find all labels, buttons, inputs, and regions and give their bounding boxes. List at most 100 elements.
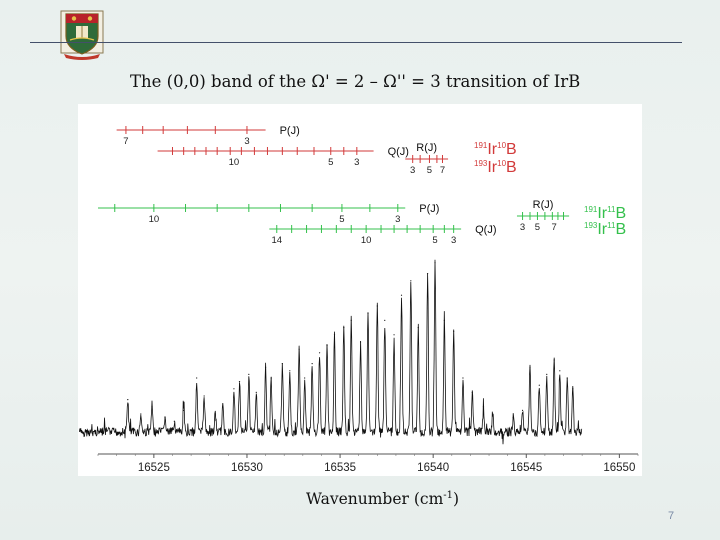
spectrum-peak (572, 388, 574, 390)
ladder-branch-label: P(J) (280, 125, 300, 137)
spectrum-peak (367, 312, 369, 314)
x-tick-label: 16545 (510, 462, 542, 474)
ladder-j-label: 3 (410, 165, 415, 176)
ladder-j-label: 10 (361, 235, 372, 246)
ladder-j-label: 5 (432, 235, 437, 246)
legend-isotope-part: 11 (607, 221, 616, 230)
x-axis-label-exponent: -1 (443, 490, 454, 501)
spectrum-peak (521, 409, 524, 411)
spectrum-peak (248, 373, 250, 375)
spectrum-peak (512, 417, 514, 419)
spectrum-peak (222, 406, 224, 408)
legend-isotope-label: 193Ir11B (584, 221, 626, 238)
ladder-j-label: 7 (123, 136, 128, 147)
spectrum-peak (376, 305, 378, 307)
spectrum-peak (350, 319, 352, 321)
ladder-branch-label: Q(J) (388, 146, 409, 158)
spectrum-peak (384, 319, 386, 321)
spectrum-peak (233, 388, 235, 390)
ladder-j-label: 5 (339, 214, 344, 225)
spectrum-peak (426, 273, 429, 275)
ladder-j-label: 3 (395, 214, 400, 225)
spectrum-peak (304, 377, 306, 379)
spectrum-peak (434, 262, 436, 264)
x-axis-label-text: Wavenumber (cm (306, 490, 444, 509)
spectrum-peak (151, 406, 153, 408)
spectrum-chart: 7 3P(J)10 5 3Q(J)3 5 7R(J)10 5 3P(J)14 10 5 3Q(J) 3… (78, 104, 642, 476)
spectrum-peak (289, 370, 291, 372)
spectrum-peak (546, 373, 548, 375)
ladder-branch-label: Q(J) (475, 224, 496, 236)
spectrum-peak (333, 334, 336, 336)
x-axis: 16525 16530 16535 16540 16545 16550 (97, 453, 639, 474)
legend-isotope-part: B (506, 159, 517, 176)
spectrum-peak (417, 327, 419, 329)
spectrum-peak (298, 348, 300, 350)
legend-isotope-label: 191Ir10B (474, 141, 517, 158)
ladder-j-label: 10 (149, 214, 160, 225)
x-axis-label-close: ) (453, 490, 460, 509)
ladder-j-label: 5 (427, 165, 432, 176)
legend-isotope-part: B (615, 205, 626, 222)
legend-isotope-part: Ir (487, 159, 497, 176)
spectrum-peak (393, 334, 395, 336)
legend-isotope-part: 10 (497, 159, 506, 168)
spectrum-peak (270, 377, 272, 379)
spectrum-peak (443, 319, 445, 321)
spectrum-peak (264, 366, 267, 368)
x-tick-label: 16550 (603, 462, 635, 474)
legend-isotope-part: B (615, 221, 626, 238)
legend-isotope-part: 191 (584, 205, 598, 214)
ladder-j-label: 7 (440, 165, 445, 176)
legend-isotope-part: B (506, 141, 517, 158)
x-tick-label: 16525 (138, 462, 170, 474)
x-tick-label: 16530 (231, 462, 263, 474)
ladder-j-label: 3 (354, 157, 359, 168)
legend-isotope-part: 10 (497, 141, 506, 150)
spectrum-peak (400, 294, 403, 296)
legend-isotope-part: 193 (474, 159, 488, 168)
legend-isotope-part: 11 (607, 205, 616, 214)
spectrum-peak (566, 377, 568, 379)
university-crest-icon (58, 10, 106, 60)
legend-isotope-part: 193 (584, 221, 598, 230)
ladder-branch-label: R(J) (416, 142, 437, 154)
plot-frame (78, 104, 642, 476)
spectrum-peak (311, 363, 313, 365)
ladder-j-label: 3 (520, 222, 525, 233)
spectrum-peak (343, 327, 345, 329)
ladder-j-label: 3 (451, 235, 456, 246)
spectrum-peak (164, 417, 166, 419)
spectrum-peak (173, 420, 175, 422)
branch-ladders: 7 3P(J)10 5 3Q(J)3 5 7R(J)10 5 3P(J)14 10 5 3Q(J) 3… (98, 125, 570, 246)
legend-isotope-part: Ir (597, 205, 607, 222)
spectrum-peak (482, 406, 485, 408)
spectrum-trace (79, 259, 583, 445)
spectrum-peak (471, 391, 473, 393)
spectrum-peak (196, 377, 198, 379)
spectrum-peak (326, 345, 328, 347)
spectrum-peak (318, 352, 321, 354)
spectrum-peak (462, 377, 464, 379)
spectrum-peak (359, 341, 362, 343)
ladder-j-label: 10 (229, 157, 240, 168)
spectrum-peak (529, 366, 531, 368)
spectrum-peak (183, 409, 185, 411)
ladder-j-label: 5 (328, 157, 333, 168)
spectrum-line (79, 259, 583, 445)
spectrum-peak (553, 359, 555, 361)
ladder-j-label: 7 (552, 222, 557, 233)
header-divider (30, 42, 682, 43)
spectrum-peak (492, 413, 494, 415)
spectrum-peak (538, 384, 540, 386)
slide-title: The (0,0) band of the Ω' = 2 – Ω'' = 3 t… (130, 72, 581, 91)
spectrum-peak (127, 399, 129, 401)
spectrum-peak (559, 370, 561, 372)
x-tick-label: 16535 (324, 462, 356, 474)
spectrum-peak (410, 280, 412, 282)
spectrum-peak (281, 363, 283, 365)
x-axis-label: Wavenumber (cm-1) (306, 490, 459, 508)
spectrum-peak (140, 413, 142, 415)
legend-isotope-label: 191Ir11B (584, 205, 626, 222)
